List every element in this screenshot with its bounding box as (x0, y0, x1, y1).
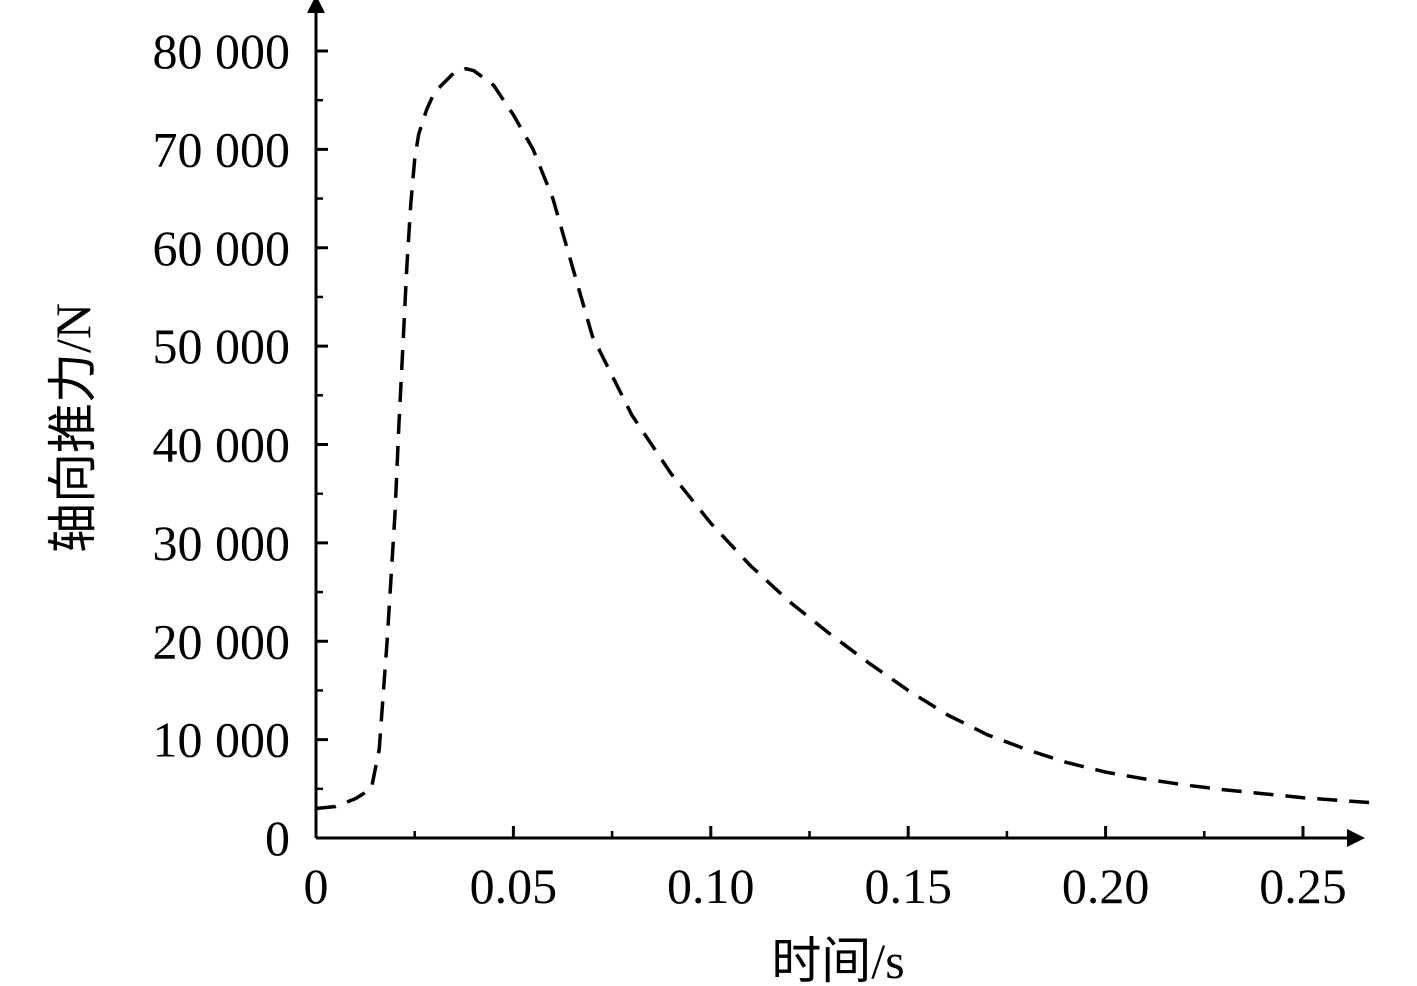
y-axis-title: 轴向推力/N (45, 303, 101, 553)
y-tick-label: 70 000 (153, 121, 291, 177)
series-line (315, 66, 1371, 811)
x-tick-label: 0.05 (470, 858, 558, 914)
y-tick-group: 0 10 000 20 000 30 000 40 000 50 000 60 000 70 … (153, 23, 328, 866)
y-tick-label: 30 000 (153, 515, 291, 571)
x-tick-group: 0 0.05 0.10 0.15 0.20 0.25 (304, 826, 1347, 914)
y-tick-label: 0 (265, 810, 290, 866)
x-tick-label: 0.10 (667, 858, 755, 914)
y-tick-label: 80 000 (153, 23, 291, 79)
x-tick-label: 0.25 (1259, 858, 1347, 914)
x-axis-title: 时间/s (771, 933, 904, 986)
y-tick-label: 40 000 (153, 417, 291, 473)
y-tick-label: 20 000 (153, 613, 291, 669)
series-layer (315, 66, 1371, 811)
y-tick-label: 60 000 (153, 220, 291, 276)
x-tick-label: 0.20 (1062, 858, 1150, 914)
x-tick-label: 0.15 (864, 858, 952, 914)
x-tick-label: 0 (304, 858, 329, 914)
y-tick-label: 50 000 (153, 318, 291, 374)
y-tick-label: 10 000 (153, 712, 291, 768)
